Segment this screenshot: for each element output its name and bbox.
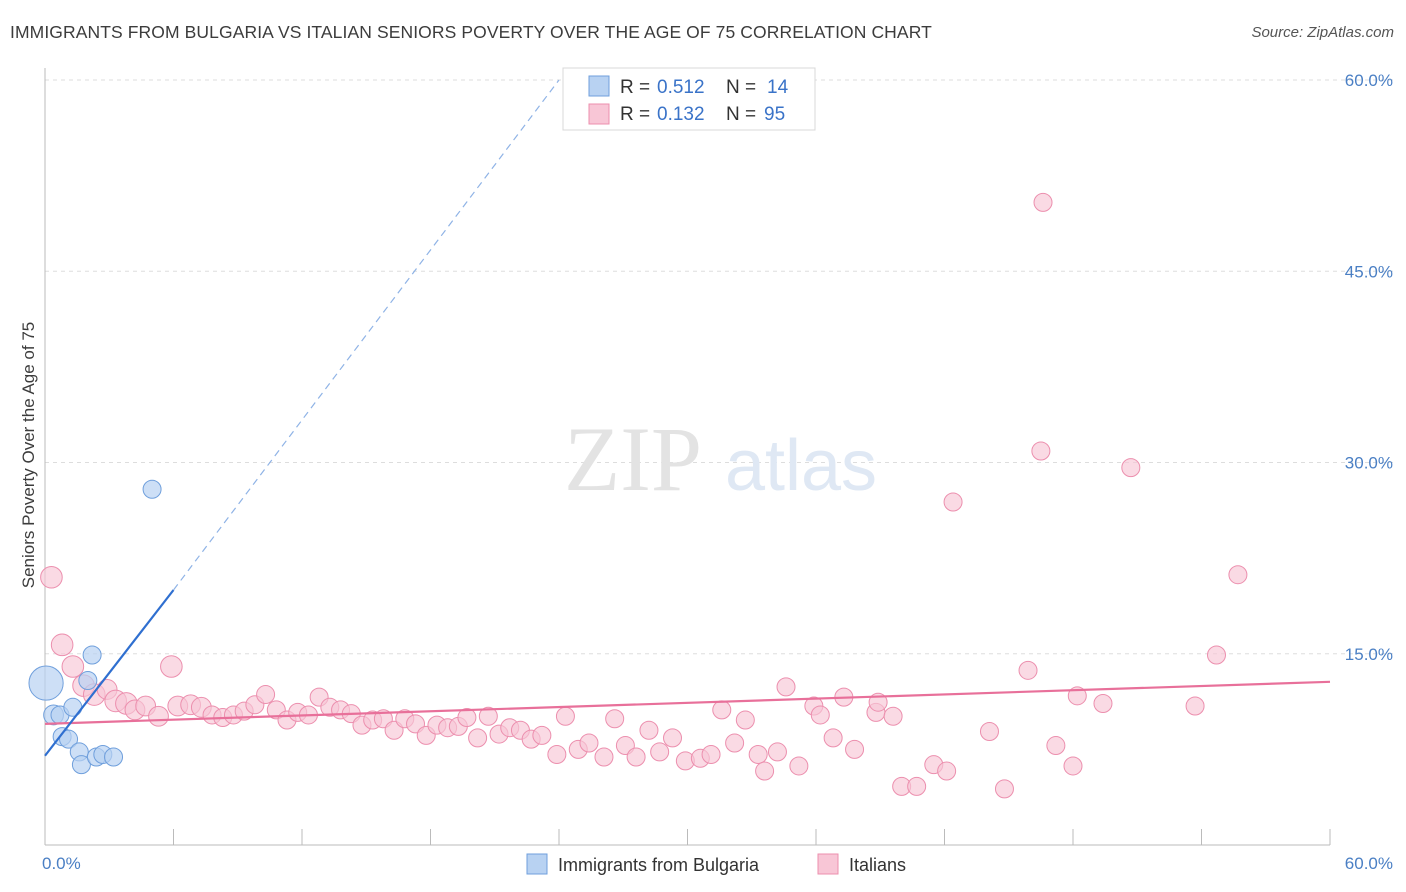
italians-point — [579, 733, 599, 753]
italians-point — [594, 747, 614, 767]
y-tick-label: 45.0% — [1345, 262, 1393, 281]
italians-point — [650, 742, 670, 762]
bulgaria-point — [71, 755, 91, 775]
grid-lines — [45, 79, 1395, 655]
series-legend: Immigrants from Bulgaria Italians — [526, 853, 906, 875]
legend-swatch-bulgaria — [588, 75, 610, 97]
italians-point — [883, 706, 903, 726]
bulgaria-point — [28, 665, 64, 701]
italians-point — [1093, 693, 1113, 713]
legend-n-value-1: 14 — [767, 77, 789, 98]
italians-point — [810, 705, 830, 725]
italians-trend-line — [44, 680, 1331, 725]
italians-point — [626, 747, 646, 767]
trend-lines — [44, 79, 1331, 757]
bulgaria-point — [78, 671, 98, 691]
bulgaria-point — [104, 747, 124, 767]
italians-point — [937, 761, 957, 781]
italians-point — [1228, 565, 1248, 585]
bulgaria-trend-extension — [173, 79, 560, 591]
x-tick-labels: 0.0% 60.0% — [42, 854, 1393, 873]
italians-point — [979, 722, 999, 742]
italians-point — [478, 706, 498, 726]
bulgaria-point — [82, 645, 102, 665]
bottom-legend-label-bulgaria: Immigrants from Bulgaria — [558, 855, 760, 875]
italians-point — [1121, 458, 1141, 478]
italians-point — [468, 728, 488, 748]
italians-point — [160, 655, 183, 678]
italians-point — [712, 700, 732, 720]
italians-point — [823, 728, 843, 748]
italians-point — [994, 779, 1014, 799]
italians-point — [1046, 736, 1066, 756]
italians-point — [767, 742, 787, 762]
italians-point — [748, 744, 768, 764]
bulgaria-point — [142, 479, 162, 499]
y-tick-labels: 15.0% 30.0% 45.0% 60.0% — [1345, 71, 1393, 664]
italians-point — [701, 744, 721, 764]
italians-point — [547, 744, 567, 764]
italians-point — [256, 685, 276, 705]
italians-point — [50, 633, 74, 657]
watermark-zip: ZIP — [564, 408, 702, 510]
italians-point — [1033, 192, 1053, 212]
italians-point — [1067, 686, 1087, 706]
bulgaria-point — [59, 729, 79, 749]
bottom-legend-label-italians: Italians — [849, 855, 906, 875]
italians-points — [40, 192, 1248, 799]
italians-point — [555, 706, 575, 726]
italians-point — [148, 705, 169, 727]
y-tick-label: 30.0% — [1345, 454, 1393, 473]
bottom-legend-swatch-bulgaria — [526, 853, 548, 875]
legend-r-value-1: 0.512 — [657, 77, 705, 98]
italians-point — [40, 565, 63, 589]
y-tick-label: 15.0% — [1345, 645, 1393, 664]
italians-point — [457, 708, 477, 727]
italians-point — [605, 709, 625, 729]
bulgaria-trend-line — [44, 589, 175, 757]
italians-point — [639, 720, 659, 740]
legend-r-value-2: 0.132 — [657, 104, 705, 125]
bottom-legend-swatch-italians — [817, 853, 839, 875]
italians-point — [943, 492, 963, 512]
italians-point — [1031, 441, 1051, 461]
y-tick-label: 60.0% — [1345, 71, 1393, 90]
bulgaria-point — [63, 697, 83, 717]
italians-point — [61, 655, 85, 678]
bulgaria-points — [28, 479, 162, 775]
italians-point — [845, 739, 865, 759]
legend-n-label-2: N = — [726, 104, 756, 125]
legend-n-value-2: 95 — [764, 104, 785, 125]
italians-point — [789, 756, 809, 776]
italians-point — [1185, 696, 1205, 716]
source-label: Source: ZipAtlas.com — [1251, 24, 1394, 41]
italians-point — [725, 733, 745, 753]
watermark-atlas: atlas — [725, 426, 877, 506]
legend-n-label-1: N = — [726, 77, 756, 98]
correlation-legend: R = 0.512 N = 14 R = 0.132 N = 95 — [562, 67, 816, 131]
italians-point — [907, 776, 927, 796]
italians-point — [1018, 660, 1038, 680]
legend-r-label-1: R = — [620, 77, 650, 98]
watermark: ZIP atlas — [564, 408, 877, 510]
y-axis-title: Seniors Poverty Over the Age of 75 — [19, 322, 38, 588]
x-tick-label: 60.0% — [1345, 854, 1393, 873]
italians-point — [735, 710, 755, 730]
italians-point — [1206, 645, 1226, 665]
italians-point — [1063, 756, 1083, 776]
italians-point — [663, 728, 683, 748]
legend-swatch-italians — [588, 103, 610, 125]
legend-r-label-2: R = — [620, 104, 650, 125]
italians-point — [755, 761, 775, 781]
italians-point — [776, 677, 796, 697]
italians-point — [532, 725, 552, 745]
x-tick-label: 0.0% — [42, 854, 81, 873]
chart-title: IMMIGRANTS FROM BULGARIA VS ITALIAN SENI… — [10, 22, 932, 42]
